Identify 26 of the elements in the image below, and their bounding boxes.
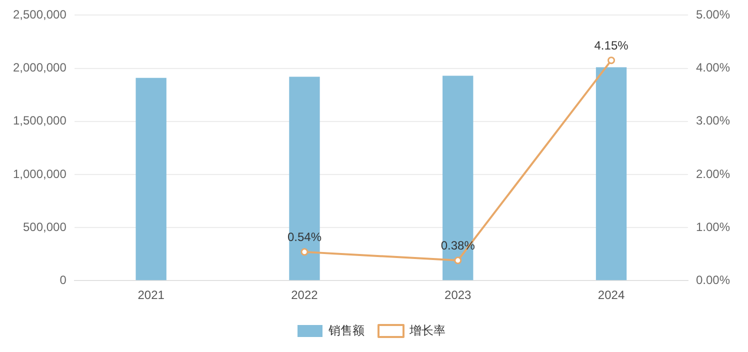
y2-tick-label: 0.00% (696, 272, 730, 287)
point (300, 248, 308, 256)
legend-label: 销售额 (328, 323, 364, 338)
legend-label: 增长率 (408, 323, 446, 338)
bar (442, 76, 474, 280)
x-tick-label: 2024 (598, 288, 625, 302)
y2-tick-label: 5.00% (696, 8, 730, 22)
x-tick-label: 2021 (138, 288, 165, 302)
point (454, 256, 462, 264)
y-tick-label: 1,500,000 (12, 114, 67, 128)
bar (289, 76, 320, 280)
y-tick-label: 500,000 (22, 220, 67, 234)
y2-tick-label: 2.00% (696, 166, 730, 181)
y-tick-label: 1,000,000 (12, 166, 67, 181)
bar (136, 78, 166, 280)
y-tick-label: 2,000,000 (12, 60, 67, 75)
x-tick-label: 2023 (444, 288, 472, 302)
y-tick-label: 2,500,000 (12, 8, 67, 22)
point (608, 56, 616, 64)
y2-tick-label: 4.00% (696, 60, 730, 75)
y2-tick-label: 3.00% (696, 114, 730, 128)
y-tick-label: 0 (60, 272, 67, 287)
bar (596, 67, 627, 280)
data-label: 4.15% (594, 38, 629, 53)
y2-tick-label: 1.00% (696, 220, 730, 234)
x-tick-label: 2022 (291, 288, 318, 302)
